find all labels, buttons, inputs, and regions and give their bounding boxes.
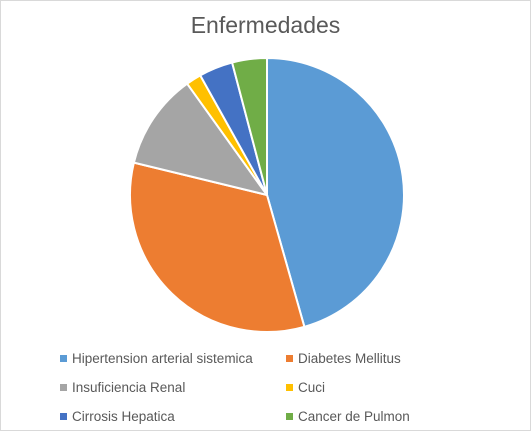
pie-slices <box>129 57 405 333</box>
pie-slice-5 <box>231 57 268 196</box>
legend-label: Hipertension arterial sistemica <box>72 350 253 366</box>
legend-swatch <box>286 383 293 391</box>
legend-label: Cuci <box>298 379 326 395</box>
chart-title: Enfermedades <box>190 12 341 38</box>
legend-item: Hipertension arterial sistemica <box>60 348 253 368</box>
legend-item: Insuficiencia Renal <box>60 377 185 397</box>
legend-label: Cancer de Pulmon <box>298 408 410 424</box>
legend-label: Insuficiencia Renal <box>72 379 186 395</box>
legend-label: Diabetes Mellitus <box>298 350 401 366</box>
legend-swatch <box>60 354 67 362</box>
legend-item: Cuci <box>286 377 325 397</box>
legend-item: Diabetes Mellitus <box>286 348 401 368</box>
legend-label: Cirrosis Hepatica <box>72 408 175 424</box>
pie-slice-1 <box>129 161 306 333</box>
legend-swatch <box>286 412 293 420</box>
legend-swatch <box>60 412 67 420</box>
legend-item: Cancer de Pulmon <box>286 406 410 426</box>
legend-item: Cirrosis Hepatica <box>60 406 175 426</box>
pie-slice-2 <box>132 82 268 196</box>
legend-swatch <box>60 383 67 391</box>
legend-swatch <box>286 354 293 362</box>
pie-slice-0 <box>266 57 405 328</box>
